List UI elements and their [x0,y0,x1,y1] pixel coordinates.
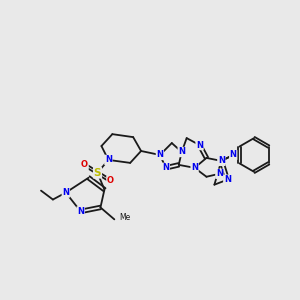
Text: N: N [77,207,84,216]
Text: N: N [216,169,223,178]
Text: N: N [105,155,112,164]
Text: N: N [196,140,203,149]
Text: Me: Me [119,213,130,222]
Text: N: N [218,156,225,165]
Text: N: N [178,148,185,157]
Text: S: S [94,168,101,178]
Text: N: N [162,163,169,172]
Text: N: N [230,151,237,160]
Text: N: N [191,163,198,172]
Text: O: O [81,160,88,169]
Text: N: N [62,188,69,197]
Text: N: N [224,175,231,184]
Text: O: O [107,176,114,185]
Text: N: N [156,151,164,160]
